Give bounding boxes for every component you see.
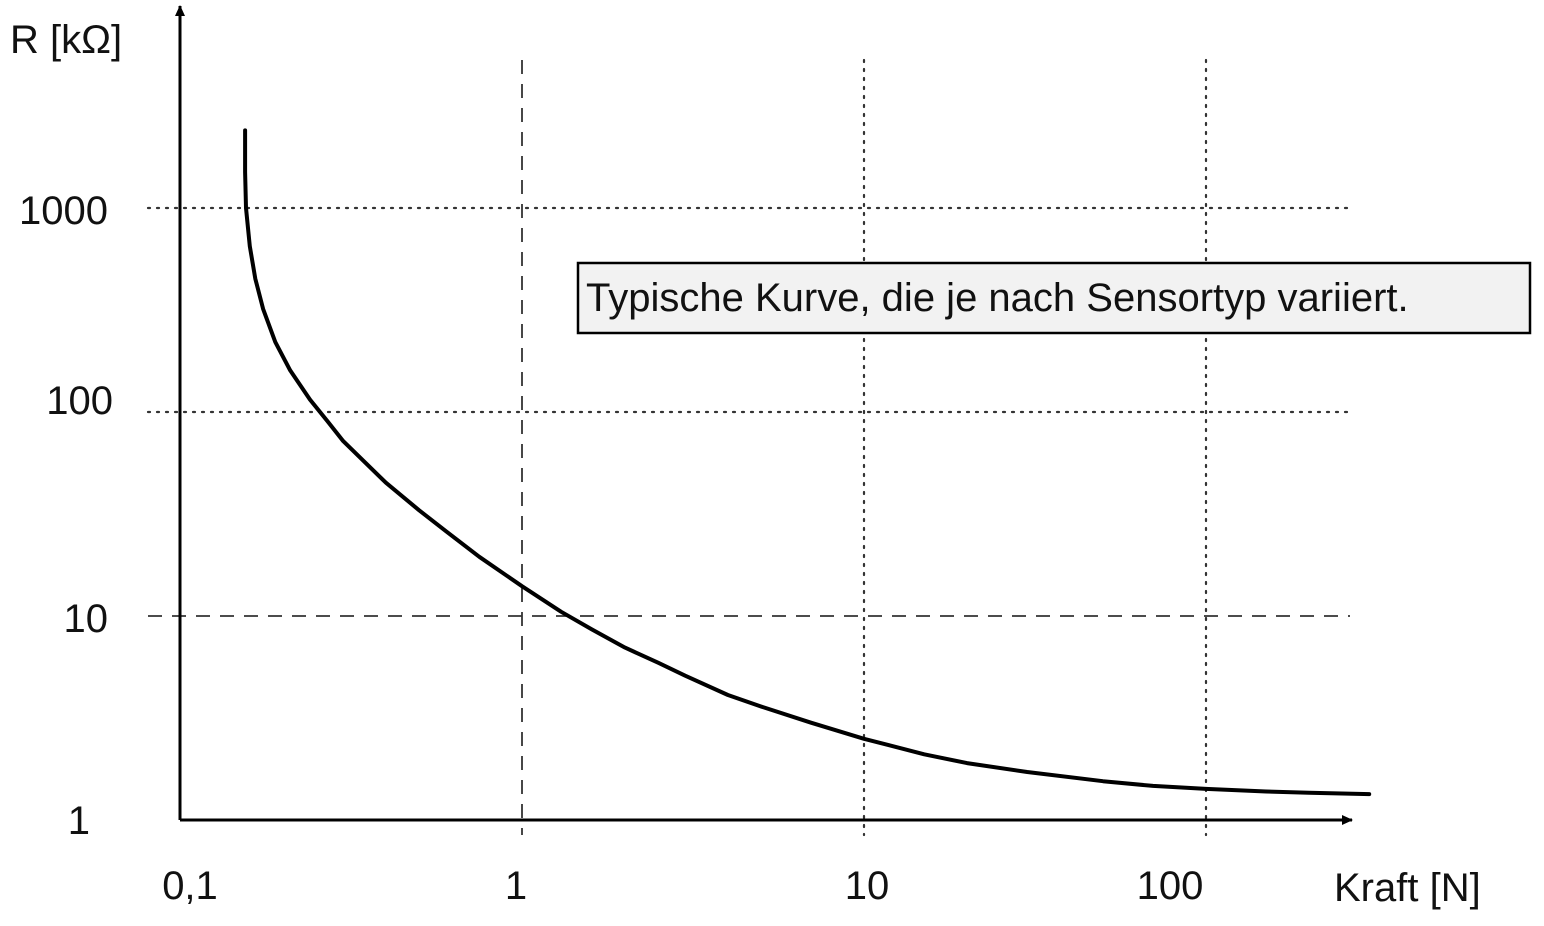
y-axis-title: R [kΩ] (10, 18, 122, 62)
annotation-text: Typische Kurve, die je nach Sensortyp va… (586, 276, 1409, 320)
x-tick-label-0_1: 0,1 (162, 864, 218, 908)
x-tick-label-10: 10 (845, 864, 890, 908)
x-tick-label-100: 100 (1137, 864, 1204, 908)
y-tick-label-1000: 1000 (19, 189, 108, 233)
x-tick-label-1: 1 (505, 864, 527, 908)
tick-labels: 1 10 100 1000 0,1 1 10 100 (19, 189, 1203, 908)
y-tick-label-10: 10 (64, 597, 109, 641)
y-tick-label-100: 100 (46, 379, 113, 423)
grid (146, 58, 1352, 837)
series-curve-0 (243, 128, 1372, 797)
annotation-box: Typische Kurve, die je nach Sensortyp va… (576, 261, 1532, 335)
annotation-frame (576, 261, 1532, 335)
x-axis-title: Kraft [N] (1334, 866, 1481, 910)
y-tick-label-1: 1 (68, 799, 90, 843)
curves (243, 128, 1372, 797)
axes (175, 5, 1353, 825)
